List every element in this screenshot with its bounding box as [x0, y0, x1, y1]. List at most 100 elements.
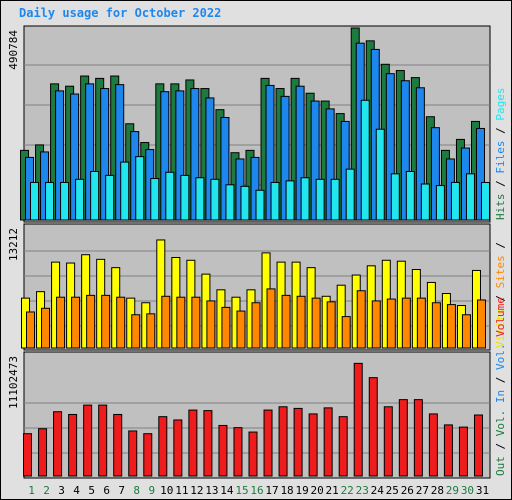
x-tick-label-8: 8 [133, 484, 140, 497]
x-tick-label-2: 2 [43, 484, 50, 497]
x-tick-label-19: 19 [295, 484, 308, 497]
x-tick-label-27: 27 [416, 484, 429, 497]
bar-pages-5 [90, 170, 100, 221]
bar-files-27 [415, 87, 425, 221]
bar-pages-14 [225, 184, 235, 221]
legend-entry-top-0: Hits [494, 194, 507, 221]
bar-sites-27 [416, 297, 426, 349]
bar-files-14 [220, 117, 230, 221]
panel-top: 490784 [7, 25, 491, 223]
bar-pages-28 [435, 185, 445, 221]
x-tick-label-15: 15 [235, 484, 248, 497]
bar-volume-5 [83, 404, 93, 477]
bar-pages-12 [195, 177, 205, 221]
bar-pages-4 [75, 178, 85, 221]
bar-volume-8 [128, 430, 138, 477]
bar-sites-11 [176, 296, 186, 349]
bar-volume-17 [263, 409, 273, 477]
bar-files-25 [385, 73, 395, 221]
bar-volume-9 [143, 433, 153, 477]
x-tick-label-17: 17 [265, 484, 278, 497]
bar-sites-23 [356, 290, 366, 349]
bar-sites-1 [26, 311, 36, 349]
x-tick-label-5: 5 [88, 484, 95, 497]
bar-volume-10 [158, 416, 168, 477]
bar-files-17 [265, 84, 275, 221]
x-tick-label-21: 21 [326, 484, 339, 497]
bar-sites-25 [386, 298, 396, 349]
ymax-label-mid: 13212 [7, 228, 20, 261]
legend-mid: Visits / Sites / [494, 242, 507, 348]
bar-pages-16 [255, 189, 265, 221]
bar-sites-21 [326, 301, 336, 349]
bar-volume-11 [173, 419, 183, 477]
bar-files-16 [250, 156, 260, 221]
x-tick-label-7: 7 [118, 484, 125, 497]
bar-pages-18 [285, 180, 295, 221]
x-tick-label-22: 22 [341, 484, 354, 497]
bar-pages-13 [210, 178, 220, 221]
bar-sites-16 [251, 302, 261, 349]
bar-pages-31 [480, 181, 490, 221]
bar-volume-30 [458, 426, 468, 477]
bar-volume-14 [218, 424, 228, 477]
bar-volume-2 [38, 428, 48, 477]
x-tick-label-28: 28 [431, 484, 444, 497]
bar-files-19 [295, 85, 305, 221]
x-tick-label-31: 31 [476, 484, 489, 497]
bar-volume-3 [53, 411, 63, 477]
bar-sites-29 [446, 304, 456, 349]
bar-sites-3 [56, 296, 66, 349]
x-tick-label-26: 26 [401, 484, 414, 497]
bar-sites-31 [476, 299, 486, 349]
bar-pages-7 [120, 161, 130, 221]
legend-entry-mid-2: Sites [494, 255, 507, 295]
bar-sites-2 [41, 307, 51, 349]
bar-files-7 [115, 84, 125, 221]
bar-pages-29 [450, 181, 460, 221]
legend-entry-mid-3: / [494, 242, 507, 255]
panel-bottom: 11102473 [7, 351, 491, 479]
bar-sites-9 [146, 313, 156, 349]
bar-files-20 [310, 100, 320, 221]
bar-files-5 [85, 83, 95, 221]
bar-pages-21 [330, 178, 340, 221]
bar-files-31 [475, 127, 485, 221]
bar-volume-1 [23, 433, 33, 477]
bar-sites-24 [371, 300, 381, 349]
bar-files-21 [325, 108, 335, 221]
bar-pages-8 [135, 156, 145, 221]
x-tick-label-10: 10 [160, 484, 173, 497]
bar-pages-30 [465, 173, 475, 221]
bar-volume-12 [188, 409, 198, 477]
legend-entry-bottom-2: Vol. [494, 410, 507, 443]
x-tick-label-16: 16 [250, 484, 263, 497]
bar-volume-31 [473, 414, 483, 477]
bar-sites-15 [236, 310, 246, 349]
legend-entry-bottom-0: Out [494, 456, 507, 476]
legend-entry-bottom-4: / [494, 377, 507, 390]
bar-pages-3 [60, 181, 70, 221]
x-tick-label-6: 6 [103, 484, 110, 497]
ymax-label-top: 490784 [7, 30, 20, 70]
bar-volume-25 [383, 406, 393, 477]
bar-sites-10 [161, 295, 171, 349]
x-tick-label-20: 20 [311, 484, 324, 497]
bar-files-26 [400, 80, 410, 221]
bar-sites-30 [461, 314, 471, 349]
bar-pages-25 [390, 173, 400, 221]
x-tick-label-25: 25 [386, 484, 399, 497]
bar-files-13 [205, 97, 215, 221]
bar-volume-24 [368, 377, 378, 477]
legend-entry-top-3: / [494, 127, 507, 140]
bar-pages-22 [345, 168, 355, 221]
legend-entry-top-2: Files [494, 141, 507, 181]
bar-sites-12 [191, 296, 201, 349]
bar-sites-17 [266, 288, 276, 349]
legend-entry-top-1: / [494, 180, 507, 193]
bar-pages-15 [240, 185, 250, 221]
bar-volume-19 [293, 407, 303, 477]
x-tick-label-4: 4 [73, 484, 80, 497]
bar-volume-27 [413, 399, 423, 477]
